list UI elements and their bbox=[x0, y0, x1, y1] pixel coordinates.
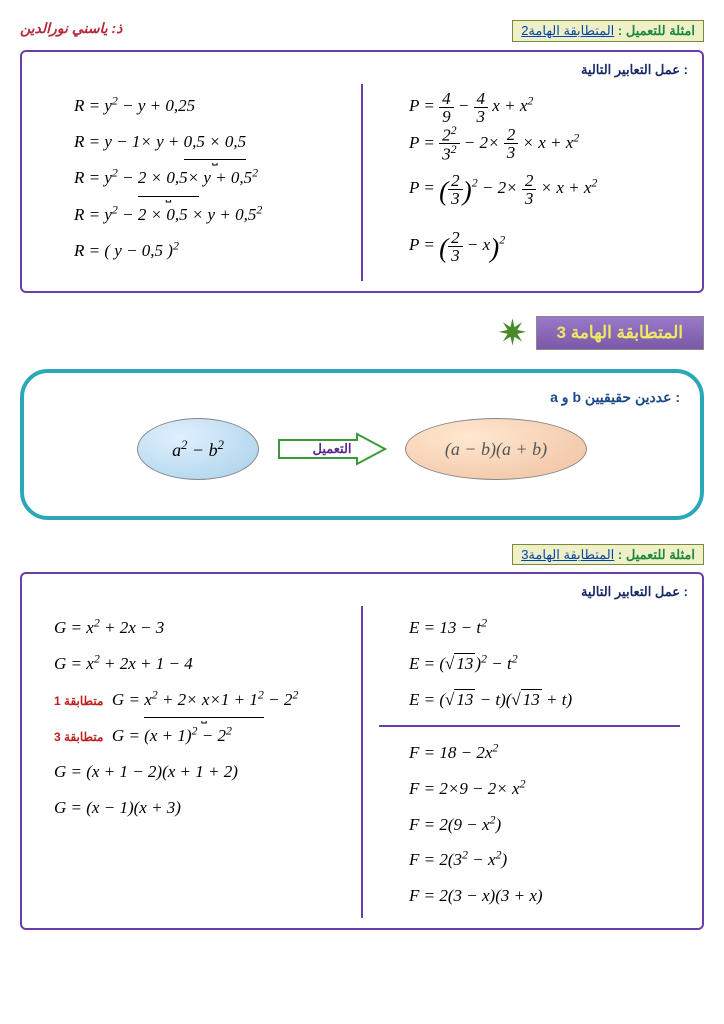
P-line2: P = 2232 − 2× 23 × x + x2 bbox=[409, 125, 680, 163]
tag-prefix: امثلة للتعميل : bbox=[618, 23, 695, 38]
note-id1: متطابقة 1 bbox=[54, 694, 103, 708]
box2-left-col: G = x2 + 2x − 3 G = x2 + 2x + 1 − 4 متطا… bbox=[36, 606, 353, 918]
G-line6: G = (x − 1)(x + 3) bbox=[54, 790, 345, 826]
F-equations: F = 18 − 2x2 F = 2×9 − 2× x2 F = 2(9 − x… bbox=[379, 735, 680, 913]
box1-columns: R = y2 − y + 0,25 R = y − 1× y + 0,5 × 0… bbox=[36, 84, 688, 281]
ellipse-left: a2 − b2 bbox=[137, 418, 259, 480]
ellipse-left-text: a2 − b2 bbox=[172, 438, 224, 461]
P-line3: P = (23)2 − 2× 23 × x + x2 bbox=[409, 163, 680, 220]
box1-divider bbox=[361, 84, 363, 281]
star-icon: ✷ bbox=[497, 315, 527, 351]
ellipse-right-text: (a − b)(a + b) bbox=[445, 439, 547, 460]
box2-header: عمل التعابير التالية : bbox=[36, 584, 688, 600]
R-equations: R = y2 − y + 0,25 R = y − 1× y + 0,5 × 0… bbox=[44, 88, 345, 268]
F-line5: F = 2(3 − x)(3 + x) bbox=[409, 878, 680, 914]
box1-left-col: R = y2 − y + 0,25 R = y − 1× y + 0,5 × 0… bbox=[36, 84, 353, 281]
box1-right-col: P = 49 − 43 x + x2 P = 2232 − 2× 23 × x … bbox=[371, 84, 688, 281]
E-equations: E = 13 − t2 E = (13)2 − t2 E = (13 − t)(… bbox=[379, 610, 680, 717]
arrow-icon: التعميل bbox=[277, 432, 387, 466]
G-line4: متطابقة 3 G = (x + 1)2 − 22 bbox=[54, 718, 345, 754]
R-line4: R = y2 − 2 × 0,5 × y + 0,52 bbox=[74, 197, 345, 233]
R-line1: R = y2 − y + 0,25 bbox=[74, 88, 345, 124]
F-line1: F = 18 − 2x2 bbox=[409, 735, 680, 771]
P-equations: P = 49 − 43 x + x2 P = 2232 − 2× 23 × x … bbox=[379, 88, 680, 277]
identity-box: a و b عددين حقيقيين : a2 − b2 التعميل (a… bbox=[20, 369, 704, 520]
G-line1: G = x2 + 2x − 3 bbox=[54, 610, 345, 646]
P-line4: P = (23 − x)2 bbox=[409, 220, 680, 277]
section3-title: المتطابقة الهامة 3 bbox=[536, 316, 705, 350]
P-line1: P = 49 − 43 x + x2 bbox=[409, 88, 680, 125]
box2-columns: G = x2 + 2x − 3 G = x2 + 2x + 1 − 4 متطا… bbox=[36, 606, 688, 918]
G-line3: متطابقة 1 G = x2 + 2× x×1 + 12 − 22 bbox=[54, 682, 345, 719]
tag-link: المتطابقة الهامة2 bbox=[521, 23, 614, 38]
E-line3: E = (13 − t)(13 + t) bbox=[409, 682, 680, 718]
F-line4: F = 2(32 − x2) bbox=[409, 842, 680, 878]
identity-head: a و b عددين حقيقيين : bbox=[44, 389, 680, 406]
note-id3: متطابقة 3 bbox=[54, 730, 103, 744]
tag2-prefix: امثلة للتعميل : bbox=[618, 547, 695, 562]
ellipse-right: (a − b)(a + b) bbox=[405, 418, 587, 480]
example-tag-3: امثلة للتعميل : المتطابقة الهامة3 bbox=[512, 544, 704, 565]
box2-right-col: E = 13 − t2 E = (13)2 − t2 E = (13 − t)(… bbox=[371, 606, 688, 918]
author-name: ذ: ياسني نورالدين bbox=[20, 20, 122, 37]
G-equations: G = x2 + 2x − 3 G = x2 + 2x + 1 − 4 متطا… bbox=[44, 610, 345, 825]
R-line5: R = ( y − 0,5 )2 bbox=[74, 233, 345, 269]
top-row: ذ: ياسني نورالدين امثلة للتعميل : المتطا… bbox=[20, 20, 704, 42]
R-line3: R = y2 − 2 × 0,5× y + 0,52 bbox=[74, 160, 345, 197]
box1-header: عمل التعابير التالية : bbox=[36, 62, 688, 78]
box2-right-hline bbox=[379, 725, 680, 727]
example-box-1: عمل التعابير التالية : R = y2 − y + 0,25… bbox=[20, 50, 704, 293]
box2-divider bbox=[361, 606, 363, 918]
R-line2: R = y − 1× y + 0,5 × 0,5 bbox=[74, 124, 345, 161]
G-line5: G = (x + 1 − 2)(x + 1 + 2) bbox=[54, 754, 345, 790]
example-tag-2: امثلة للتعميل : المتطابقة الهامة2 bbox=[512, 20, 704, 42]
tag2-row: امثلة للتعميل : المتطابقة الهامة3 bbox=[20, 546, 704, 564]
F-line3: F = 2(9 − x2) bbox=[409, 807, 680, 843]
E-line1: E = 13 − t2 bbox=[409, 610, 680, 646]
tag2-link: المتطابقة الهامة3 bbox=[521, 547, 614, 562]
G-line2: G = x2 + 2x + 1 − 4 bbox=[54, 646, 345, 682]
example-box-2: عمل التعابير التالية : G = x2 + 2x − 3 G… bbox=[20, 572, 704, 930]
F-line2: F = 2×9 − 2× x2 bbox=[409, 771, 680, 807]
section3-title-row: ✷ المتطابقة الهامة 3 bbox=[20, 315, 704, 351]
formula-row: a2 − b2 التعميل (a − b)(a + b) bbox=[44, 418, 680, 480]
E-line2: E = (13)2 − t2 bbox=[409, 646, 680, 682]
arrow-label: التعميل bbox=[312, 441, 351, 457]
